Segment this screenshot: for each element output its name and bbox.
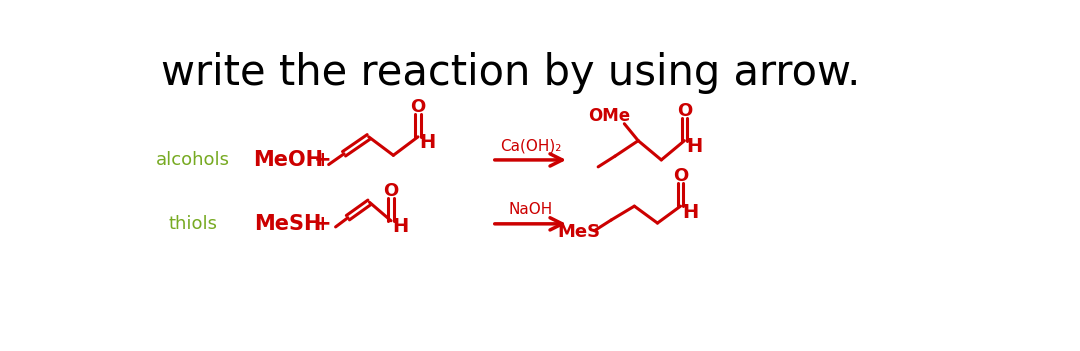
Text: MeOH: MeOH	[253, 150, 323, 170]
Text: Ca(OH)₂: Ca(OH)₂	[500, 139, 562, 154]
Text: O: O	[383, 182, 399, 200]
Text: H: H	[392, 217, 408, 237]
Text: alcohols: alcohols	[157, 151, 230, 169]
Text: O: O	[677, 102, 692, 120]
Text: OMe: OMe	[588, 107, 630, 125]
Text: H: H	[683, 203, 699, 222]
Text: O: O	[673, 167, 688, 185]
Text: MeS: MeS	[557, 223, 600, 241]
Text: MeSH: MeSH	[254, 214, 322, 234]
Text: write the reaction by using arrow.: write the reaction by using arrow.	[161, 52, 860, 94]
Text: H: H	[419, 133, 435, 152]
Text: O: O	[410, 98, 426, 116]
Text: +: +	[313, 150, 332, 170]
Text: NaOH: NaOH	[509, 203, 553, 218]
Text: H: H	[686, 137, 702, 156]
Text: thiols: thiols	[168, 215, 218, 233]
Text: +: +	[313, 214, 332, 234]
